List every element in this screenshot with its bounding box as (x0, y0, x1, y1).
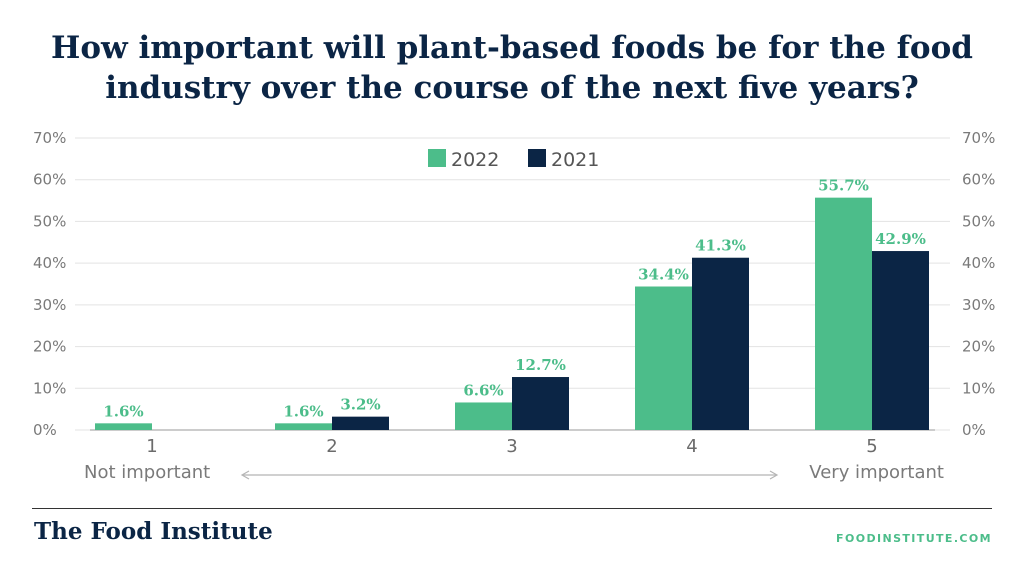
x-tick-label: 1 (146, 436, 157, 457)
legend-label-2021: 2021 (551, 149, 599, 171)
bar-2022 (635, 286, 692, 430)
site-url: FOODINSTITUTE.COM (836, 532, 992, 545)
legend-swatch-2021 (528, 149, 546, 167)
data-label: 34.4% (638, 266, 689, 284)
x-tick-label: 5 (866, 436, 877, 457)
legend-swatch-2022 (428, 149, 446, 167)
scale-arrow-left-icon (240, 470, 250, 480)
y-tick-label-left: 20% (33, 338, 66, 356)
data-label: 12.7% (515, 356, 566, 374)
bar-2021 (512, 377, 569, 430)
y-tick-label-right: 70% (962, 129, 995, 147)
scale-arrow-right-icon (769, 470, 779, 480)
data-label: 6.6% (463, 381, 503, 399)
y-tick-label-right: 0% (962, 421, 986, 439)
bar-2021 (332, 416, 389, 430)
footer-divider (32, 508, 992, 509)
data-label: 1.6% (283, 402, 323, 420)
legend-label-2022: 2022 (451, 149, 499, 171)
y-tick-label-right: 30% (962, 296, 995, 314)
chart-title: How important will plant-based foods be … (0, 28, 1024, 108)
scale-left-label: Not important (84, 462, 211, 483)
x-tick-label: 3 (506, 436, 517, 457)
y-tick-label-right: 40% (962, 254, 995, 272)
bar-2022 (815, 197, 872, 430)
y-tick-label-right: 20% (962, 338, 995, 356)
y-tick-label-right: 10% (962, 379, 995, 397)
chart-title-line-2: industry over the course of the next fiv… (105, 70, 919, 106)
data-label: 41.3% (695, 237, 746, 255)
y-tick-label-right: 60% (962, 171, 995, 189)
scale-right-label: Very important (809, 462, 944, 483)
bar-2021 (872, 251, 929, 430)
x-tick-label: 4 (686, 436, 697, 457)
y-tick-label-left: 40% (33, 254, 66, 272)
y-tick-label-right: 50% (962, 212, 995, 230)
brand-logo-text: The Food Institute (34, 518, 273, 545)
data-label: 1.6% (103, 402, 143, 420)
x-tick-label: 2 (326, 436, 337, 457)
y-tick-label-left: 10% (33, 379, 66, 397)
data-label: 42.9% (875, 230, 926, 248)
y-tick-label-left: 60% (33, 171, 66, 189)
data-label: 55.7% (818, 177, 869, 195)
bar-2022 (275, 423, 332, 430)
y-tick-label-left: 50% (33, 212, 66, 230)
bar-2022 (95, 423, 152, 430)
bar-2022 (455, 402, 512, 430)
y-tick-label-left: 70% (33, 129, 66, 147)
bar-2021 (692, 257, 749, 430)
chart-title-line-1: How important will plant-based foods be … (51, 30, 973, 66)
y-tick-label-left: 30% (33, 296, 66, 314)
y-tick-label-left: 0% (33, 421, 57, 439)
data-label: 3.2% (340, 396, 380, 414)
